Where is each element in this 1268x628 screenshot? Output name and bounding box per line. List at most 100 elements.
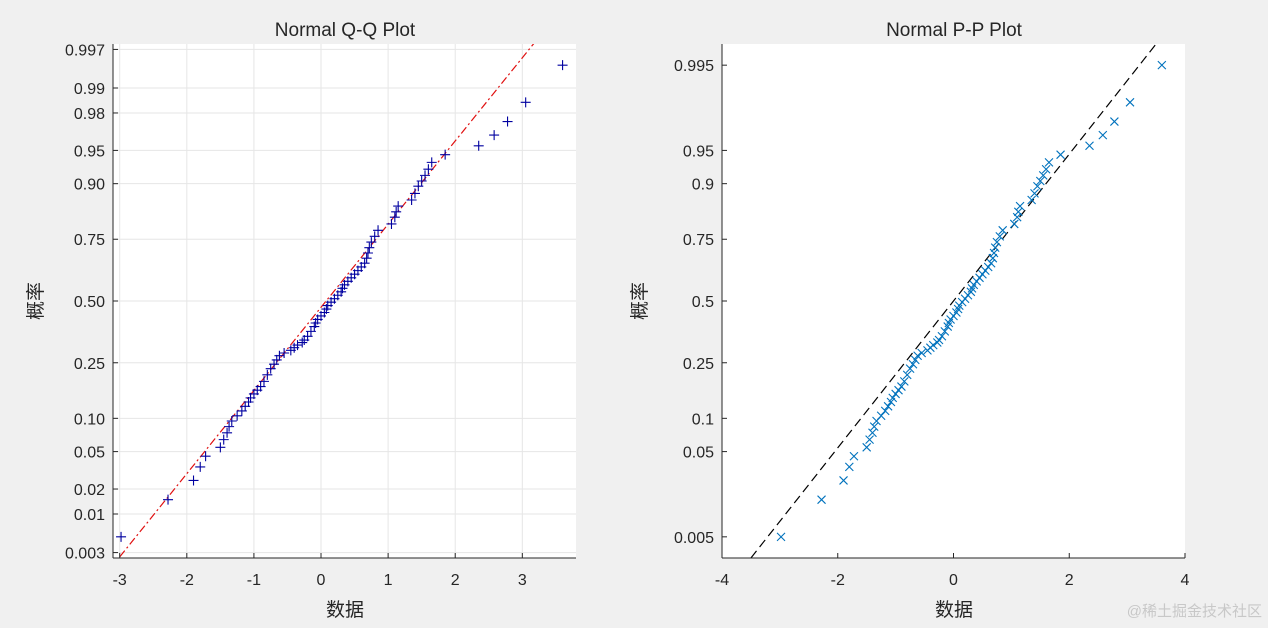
pp-ytick-label: 0.95: [683, 143, 714, 160]
qq-data-point: [423, 164, 434, 175]
qq-data-point: [262, 369, 273, 380]
pp-axes: -4 -2 0 2 4 0.005 0.05 0.1 0.25 0.5 0.75 0.9 0.95 0.9…: [674, 44, 1190, 589]
qq-data-point: [366, 237, 377, 248]
qq-ytick-label: 0.50: [74, 294, 105, 311]
pp-data-point: [1009, 219, 1019, 229]
qq-axes: -3 -2 -1 0 1 2 3 0.003 0.01 0.02 0.05 0.10 0.25 0.50 0…: [65, 42, 576, 589]
qq-data-point: [373, 225, 384, 236]
pp-ytick-label: 0.1: [692, 411, 714, 428]
qq-title: Normal Q-Q Plot: [275, 20, 416, 41]
qq-data-point: [426, 157, 437, 168]
pp-data-point: [1038, 170, 1048, 180]
pp-data-point: [869, 422, 879, 432]
pp-reference-line: [750, 44, 1157, 558]
pp-data-point: [986, 258, 996, 268]
pp-data-point: [1027, 195, 1037, 205]
pp-data-point: [897, 382, 906, 391]
qq-data-point: [557, 60, 568, 71]
qq-xtick-label: 2: [451, 572, 460, 589]
qq-data-point: [279, 348, 290, 359]
qq-ytick-label: 0.95: [74, 143, 105, 160]
qq-data-point: [361, 253, 372, 264]
pp-data-point: [817, 495, 826, 505]
qq-data-point: [218, 434, 229, 445]
qq-data-point: [409, 188, 420, 199]
pp-data-point: [1030, 189, 1039, 198]
qq-reference-line: [119, 44, 535, 558]
qq-xtick-label: -3: [113, 572, 127, 589]
qq-grid: [113, 44, 576, 558]
pp-ytick-label: 0.5: [692, 294, 714, 311]
qq-data-point: [362, 247, 373, 258]
qq-data-point: [420, 170, 431, 181]
pp-ytick-label: 0.05: [683, 445, 714, 462]
pp-data-point: [1035, 176, 1045, 186]
pp-data-point: [1044, 157, 1054, 167]
pp-ytick-label: 0.995: [674, 58, 714, 75]
pp-xtick-label: 2: [1065, 572, 1074, 589]
qq-ytick-label: 0.003: [65, 546, 105, 563]
pp-data-point: [891, 389, 901, 399]
pp-data-point: [1110, 117, 1119, 126]
qq-ytick-label: 0.75: [74, 232, 105, 249]
qq-plot-panel: -3 -2 -1 0 1 2 3 0.003 0.01 0.02 0.05 0.10 0.25 0.50 0…: [25, 20, 576, 621]
qq-data-point: [271, 354, 282, 365]
qq-data-point: [440, 149, 451, 160]
qq-ytick-label: 0.90: [74, 177, 105, 194]
qq-data-point: [255, 381, 266, 392]
qq-ytick-label: 0.997: [65, 42, 105, 59]
pp-xtick-label: -2: [831, 572, 845, 589]
pp-data-point: [776, 532, 786, 542]
pp-data-point: [983, 262, 993, 272]
qq-data-point: [200, 451, 211, 462]
qq-data-point: [364, 242, 375, 253]
qq-data-point: [393, 201, 404, 212]
pp-data-point: [992, 237, 1002, 247]
qq-ytick-label: 0.01: [74, 507, 105, 524]
pp-data-point: [876, 411, 886, 421]
pp-data-point: [937, 331, 947, 341]
qq-data-point: [520, 97, 531, 108]
pp-data-point: [913, 351, 923, 361]
pp-markers: [776, 60, 1167, 542]
pp-data-point: [1098, 130, 1108, 140]
pp-data-point: [883, 401, 893, 411]
qq-ytick-label: 0.02: [74, 482, 105, 499]
qq-data-point: [292, 340, 303, 351]
qq-data-point: [389, 212, 400, 223]
pp-plot-panel: -4 -2 0 2 4 0.005 0.05 0.1 0.25 0.5 0.75 0.9 0.95 0.9…: [629, 20, 1190, 621]
qq-ytick-label: 0.25: [74, 356, 105, 373]
qq-data-point: [416, 176, 427, 187]
pp-data-point: [917, 348, 927, 358]
pp-data-point: [1157, 60, 1167, 70]
qq-data-point: [297, 337, 308, 348]
qq-ytick-label: 0.99: [74, 81, 105, 98]
qq-data-point: [258, 376, 269, 387]
pp-data-point: [1012, 212, 1022, 222]
qq-data-point: [386, 218, 397, 229]
qq-data-point: [502, 116, 513, 127]
qq-xtick-label: 1: [384, 572, 393, 589]
qq-data-point: [473, 140, 484, 151]
qq-ytick-label: 0.10: [74, 411, 105, 428]
qq-data-point: [489, 130, 500, 141]
pp-ytick-label: 0.005: [674, 530, 714, 547]
qq-data-point: [232, 410, 243, 421]
pp-data-point: [839, 476, 848, 485]
qq-xlabel: 数据: [326, 599, 364, 621]
qq-data-point: [391, 206, 402, 217]
pp-data-point: [932, 338, 942, 347]
pp-data-point: [1056, 150, 1065, 160]
qq-ytick-label: 0.98: [74, 106, 105, 123]
pp-data-point: [868, 428, 877, 438]
pp-data-point: [1125, 97, 1135, 107]
pp-data-point: [1041, 164, 1051, 174]
qq-data-point: [222, 427, 233, 438]
qq-data-point: [116, 531, 127, 542]
pp-data-point: [880, 406, 890, 416]
pp-data-point: [865, 435, 874, 445]
qq-data-point: [369, 231, 380, 242]
qq-data-point: [274, 350, 285, 361]
qq-data-point: [226, 415, 237, 426]
